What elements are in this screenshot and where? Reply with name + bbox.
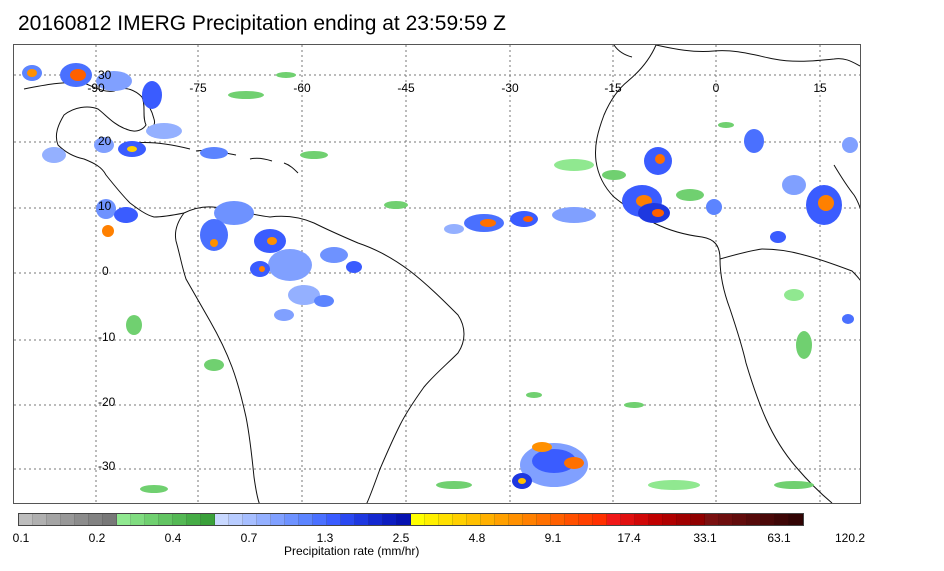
colorbar-swatch bbox=[621, 514, 635, 525]
colorbar-tick-label: 63.1 bbox=[767, 531, 791, 545]
colorbar-swatch bbox=[89, 514, 103, 525]
colorbar-swatch bbox=[103, 514, 117, 525]
colorbar-title: Precipitation rate (mm/hr) bbox=[284, 544, 420, 558]
map-title: 20160812 IMERG Precipitation ending at 2… bbox=[18, 12, 506, 35]
lat-label: -10 bbox=[98, 330, 116, 344]
colorbar-swatch bbox=[243, 514, 257, 525]
precipitation-fields bbox=[22, 63, 858, 493]
lon-label: -60 bbox=[293, 81, 311, 95]
colorbar-swatch bbox=[733, 514, 747, 525]
colorbar-swatch bbox=[537, 514, 551, 525]
lon-label: -30 bbox=[501, 81, 519, 95]
colorbar-swatch bbox=[131, 514, 145, 525]
colorbar-swatch bbox=[229, 514, 243, 525]
colorbar-swatch bbox=[607, 514, 621, 525]
colorbar-swatch bbox=[425, 514, 439, 525]
graticule bbox=[14, 45, 860, 503]
colorbar-swatch bbox=[33, 514, 47, 525]
colorbar-tick-label: 33.1 bbox=[693, 531, 717, 545]
colorbar-tick-label: 1.3 bbox=[316, 531, 334, 545]
colorbar-tick-label: 0.4 bbox=[164, 531, 182, 545]
precipitation-colorbar bbox=[18, 513, 804, 526]
colorbar-swatch bbox=[775, 514, 789, 525]
colorbar-swatch bbox=[635, 514, 649, 525]
colorbar-swatch bbox=[523, 514, 537, 525]
colorbar-tick-label: 0.1 bbox=[12, 531, 30, 545]
colorbar-swatch bbox=[215, 514, 229, 525]
colorbar-swatch bbox=[677, 514, 691, 525]
colorbar-swatch bbox=[453, 514, 467, 525]
colorbar-swatch bbox=[565, 514, 579, 525]
colorbar-swatch bbox=[173, 514, 187, 525]
colorbar-swatch bbox=[187, 514, 201, 525]
colorbar-tick-label: 17.4 bbox=[617, 531, 641, 545]
colorbar-swatch bbox=[481, 514, 495, 525]
colorbar-tick-label: 120.2 bbox=[834, 531, 866, 545]
colorbar-swatch bbox=[467, 514, 481, 525]
colorbar-swatch bbox=[201, 514, 215, 525]
colorbar-swatch bbox=[369, 514, 383, 525]
colorbar-swatch bbox=[411, 514, 425, 525]
colorbar-swatch bbox=[551, 514, 565, 525]
lat-label: 10 bbox=[98, 199, 112, 213]
colorbar-swatch bbox=[145, 514, 159, 525]
lat-label: -30 bbox=[98, 459, 116, 473]
colorbar-swatch bbox=[47, 514, 61, 525]
colorbar-swatch bbox=[495, 514, 509, 525]
colorbar-swatch bbox=[19, 514, 33, 525]
colorbar-tick-label: 2.5 bbox=[392, 531, 410, 545]
colorbar-swatch bbox=[761, 514, 775, 525]
colorbar-swatch bbox=[649, 514, 663, 525]
colorbar-swatch bbox=[579, 514, 593, 525]
lat-label: 0 bbox=[102, 264, 109, 278]
map-canvas bbox=[14, 45, 860, 503]
lat-label: 20 bbox=[98, 134, 112, 148]
colorbar-swatch bbox=[313, 514, 327, 525]
colorbar-swatch bbox=[747, 514, 761, 525]
colorbar-swatch bbox=[439, 514, 453, 525]
lon-label: -15 bbox=[604, 81, 622, 95]
lon-label: 0 bbox=[712, 81, 720, 95]
colorbar-swatch bbox=[341, 514, 355, 525]
coastlines bbox=[23, 45, 860, 503]
lon-label: -45 bbox=[397, 81, 415, 95]
colorbar-swatch bbox=[285, 514, 299, 525]
colorbar-swatch bbox=[355, 514, 369, 525]
colorbar-tick-label: 9.1 bbox=[544, 531, 562, 545]
colorbar-swatch bbox=[257, 514, 271, 525]
colorbar-swatch bbox=[705, 514, 719, 525]
lon-label: -90 bbox=[87, 81, 105, 95]
colorbar-swatch bbox=[663, 514, 677, 525]
precipitation-map: -90 -75 -60 -45 -30 -15 0 15 30 20 10 0 … bbox=[13, 44, 861, 504]
lon-label: -75 bbox=[189, 81, 207, 95]
colorbar-swatch bbox=[593, 514, 607, 525]
lon-label: 15 bbox=[813, 81, 827, 95]
colorbar-swatch bbox=[299, 514, 313, 525]
colorbar-swatch bbox=[75, 514, 89, 525]
colorbar-swatch bbox=[691, 514, 705, 525]
colorbar-swatch bbox=[117, 514, 131, 525]
colorbar-tick-label: 0.2 bbox=[88, 531, 106, 545]
colorbar-swatch bbox=[327, 514, 341, 525]
colorbar-swatch bbox=[397, 514, 411, 525]
colorbar-tick-label: 0.7 bbox=[240, 531, 258, 545]
colorbar-swatch bbox=[61, 514, 75, 525]
colorbar-swatch bbox=[271, 514, 285, 525]
colorbar-tick-label: 4.8 bbox=[468, 531, 486, 545]
colorbar-swatch bbox=[789, 514, 803, 525]
colorbar-swatch bbox=[159, 514, 173, 525]
colorbar-swatch bbox=[509, 514, 523, 525]
lat-label: 30 bbox=[98, 68, 112, 82]
colorbar-swatch bbox=[383, 514, 397, 525]
colorbar-swatch bbox=[719, 514, 733, 525]
lat-label: -20 bbox=[98, 395, 116, 409]
